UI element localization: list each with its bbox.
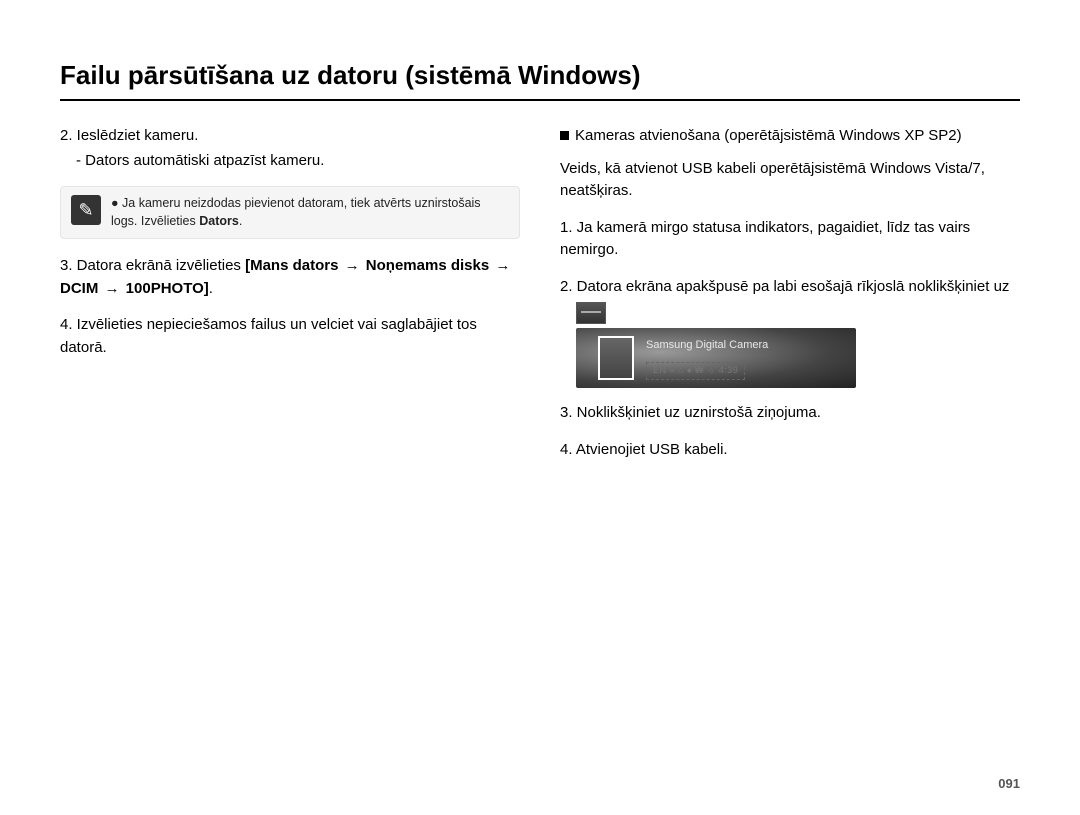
taskbar-thumbnail-small: [576, 302, 606, 324]
right-step-4: 4. Atvienojiet USB kabeli.: [560, 439, 1020, 462]
step3-bold4: 100PHOTO]: [126, 280, 209, 297]
right-column: Kameras atvienošana (operētājsistēmā Win…: [560, 125, 1020, 475]
arrow-1: →: [343, 257, 362, 274]
square-bullet-icon: [560, 131, 569, 140]
thumb-label2: EN « ⌂ ♦ ₩ ☼ 4:39: [646, 362, 745, 380]
step3-bold2: Noņemams disks: [366, 257, 489, 274]
note-bullet: ●: [111, 196, 119, 210]
step2-text: 2. Ieslēdziet kameru.: [60, 125, 520, 148]
section-header: Kameras atvienošana (operētājsistēmā Win…: [575, 127, 962, 144]
note-icon: ✎: [71, 195, 101, 225]
arrow-3: →: [103, 280, 122, 297]
step3-a: 3. Datora ekrānā izvēlieties: [60, 257, 245, 274]
device-icon: [598, 336, 634, 380]
left-step-2: 2. Ieslēdziet kameru. - Dators automātis…: [60, 125, 520, 172]
note-bold: Dators: [199, 214, 239, 228]
step3-bold3: DCIM: [60, 280, 98, 297]
right-intro: Veids, kā atvienot USB kabeli operētājsi…: [560, 158, 1020, 203]
content-columns: 2. Ieslēdziet kameru. - Dators automātis…: [60, 125, 1020, 475]
left-step-3: 3. Datora ekrānā izvēlieties [Mans dator…: [60, 255, 520, 300]
right-step-3: 3. Noklikšķiniet uz uznirstošā ziņojuma.: [560, 402, 1020, 425]
section-header-line: Kameras atvienošana (operētājsistēmā Win…: [560, 125, 1020, 148]
note-box: ✎ ● Ja kameru neizdodas pievienot datora…: [60, 186, 520, 239]
arrow-2: →: [493, 257, 512, 274]
note-text-a: Ja kameru neizdodas pievienot datoram, t…: [111, 196, 481, 228]
page-number: 091: [998, 776, 1020, 791]
right-step-2: 2. Datora ekrāna apakšpusē pa labi esoša…: [560, 276, 1020, 299]
step2-sub: - Dators automātiski atpazīst kameru.: [76, 150, 520, 173]
thumb-label1: Samsung Digital Camera: [646, 337, 768, 354]
taskbar-thumbnail-large: Samsung Digital Camera EN « ⌂ ♦ ₩ ☼ 4:39: [576, 328, 856, 388]
step3-bold1: [Mans dators: [245, 257, 338, 274]
left-column: 2. Ieslēdziet kameru. - Dators automātis…: [60, 125, 520, 475]
left-step-4: 4. Izvēlieties nepieciešamos failus un v…: [60, 314, 520, 359]
right-step-1: 1. Ja kamerā mirgo statusa indikators, p…: [560, 217, 1020, 262]
page-title: Failu pārsūtīšana uz datoru (sistēmā Win…: [60, 60, 1020, 101]
note-period: .: [239, 214, 242, 228]
note-text: ● Ja kameru neizdodas pievienot datoram,…: [111, 195, 509, 230]
step3-period: .: [209, 280, 213, 297]
